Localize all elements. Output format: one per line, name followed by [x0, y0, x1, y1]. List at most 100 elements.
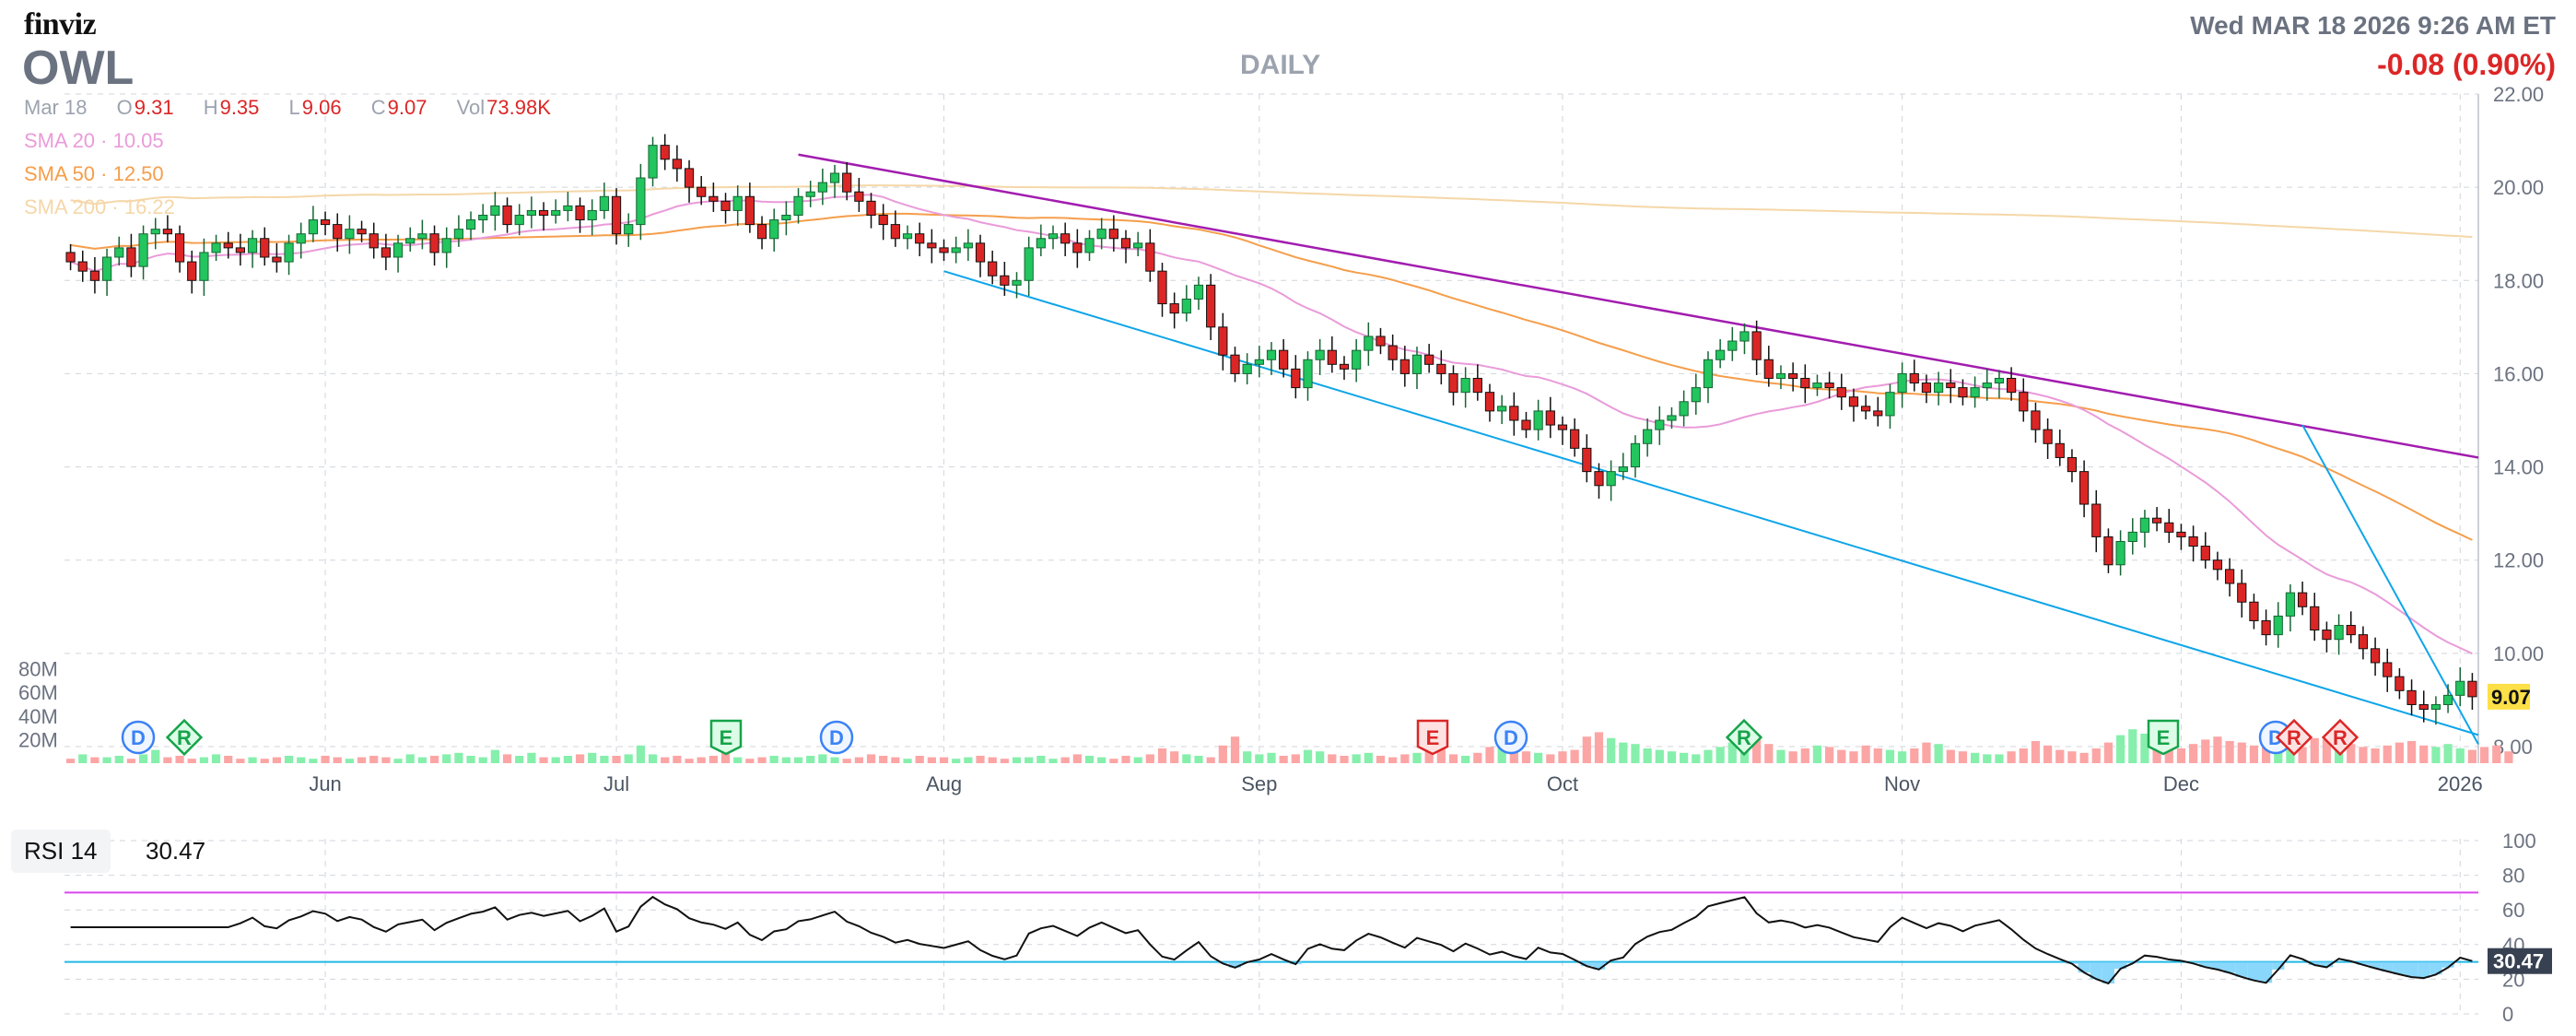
candle: [587, 209, 597, 221]
candle: [1279, 349, 1289, 370]
sma-20-legend[interactable]: SMA 20 · 10.05: [24, 129, 164, 152]
volume-bar: [891, 757, 900, 763]
chart-interval[interactable]: DAILY: [1240, 50, 1321, 80]
volume-bar: [793, 757, 803, 763]
volume-bar: [284, 756, 294, 763]
candle: [1703, 359, 1714, 389]
volume-bar: [454, 752, 463, 763]
rsi-indicator-label[interactable]: RSI 14: [11, 830, 111, 873]
candle: [878, 214, 888, 226]
event-marker-label: D: [1504, 726, 1518, 749]
candle: [2200, 546, 2210, 561]
candle: [575, 205, 585, 221]
volume-bar: [2504, 751, 2513, 763]
earnings-marker: [1416, 719, 1449, 756]
volume-bar: [151, 749, 160, 763]
volume-bar: [1619, 742, 1628, 763]
volume-bar: [2188, 744, 2198, 763]
candle: [2164, 522, 2174, 533]
volume-bar: [915, 756, 924, 763]
sma-50-line: [70, 212, 2473, 541]
volume-bar: [1946, 749, 1955, 763]
volume-bar: [551, 757, 560, 763]
candle: [756, 224, 767, 240]
rsi-oversold-fill: [2272, 961, 2285, 970]
volume-bar: [927, 757, 936, 763]
volume-bar: [1025, 757, 1034, 763]
volume-bar: [1655, 749, 1664, 763]
candle: [490, 205, 500, 216]
candle: [1230, 354, 1240, 374]
volume-bar: [357, 757, 367, 763]
sma-50-legend[interactable]: SMA 50 · 12.50: [24, 162, 164, 185]
price-tick-label: 16.00: [2493, 362, 2544, 385]
candle: [2370, 648, 2381, 664]
candle: [1303, 359, 1313, 389]
rsi-oversold-fill: [1592, 961, 1606, 970]
candle: [1145, 242, 1155, 272]
candle: [660, 145, 670, 160]
volume-bar: [1788, 751, 1797, 763]
volume-bar: [539, 757, 548, 763]
volume-bar: [1412, 752, 1422, 763]
volume-bar: [1607, 737, 1616, 763]
volume-bar: [1194, 756, 1203, 763]
candle: [599, 195, 609, 211]
candle: [223, 242, 233, 249]
volume-bar: [490, 749, 499, 763]
volume-bar: [2443, 744, 2453, 763]
candle: [138, 233, 148, 267]
candle: [1084, 238, 1095, 253]
candle: [2406, 689, 2417, 705]
volume-bar: [1170, 751, 1179, 763]
volume-bar: [78, 754, 88, 763]
candle: [1739, 331, 1750, 342]
rsi-oversold-fill: [2211, 961, 2224, 970]
candle: [2224, 569, 2235, 584]
candle: [333, 224, 343, 240]
candle: [2346, 625, 2356, 636]
sma-200-legend[interactable]: SMA 200 · 16.22: [24, 195, 175, 218]
volume-bar: [1072, 754, 1082, 763]
candle: [1921, 383, 1932, 394]
volume-bar: [1376, 756, 1386, 763]
candle: [308, 219, 319, 235]
candle: [1836, 387, 1846, 398]
candle: [381, 247, 392, 258]
price-tick-label: 20.00: [2493, 176, 2544, 199]
candle: [345, 229, 355, 240]
candle: [1484, 392, 1495, 412]
candle: [1036, 238, 1046, 249]
candle: [1885, 392, 1895, 417]
volume-bar: [1436, 748, 1446, 763]
volume-bar: [114, 756, 123, 763]
event-marker-label: D: [131, 726, 146, 749]
finviz-logo[interactable]: finviz: [24, 7, 97, 41]
volume-bar: [575, 754, 585, 763]
rsi-oversold-fill: [1228, 961, 1242, 968]
volume-bar: [1000, 759, 1009, 763]
volume-bar: [2055, 749, 2065, 763]
volume-bar: [1084, 756, 1095, 763]
candle: [284, 242, 294, 263]
volume-bar: [2310, 737, 2319, 763]
volume-bar: [636, 745, 645, 763]
volume-bar: [1424, 751, 1434, 763]
rsi-oversold-fill: [2247, 961, 2261, 981]
time-axis-label: Dec: [2163, 772, 2199, 795]
candle: [2249, 601, 2259, 621]
dividend-marker: [1493, 720, 1528, 755]
price-change: -0.08 (0.90%): [2377, 48, 2556, 81]
volume-bar: [1461, 756, 1470, 763]
candle: [2430, 703, 2441, 711]
candle: [1958, 387, 1968, 398]
candle: [2285, 592, 2296, 617]
rsi-line: [70, 895, 2473, 985]
volume-bar: [757, 757, 767, 763]
rsi-oversold-fill: [2102, 961, 2115, 984]
volume-bar: [673, 756, 682, 763]
volume-bar: [781, 757, 790, 763]
candle: [2297, 592, 2308, 607]
rating-marker: [2275, 718, 2313, 757]
